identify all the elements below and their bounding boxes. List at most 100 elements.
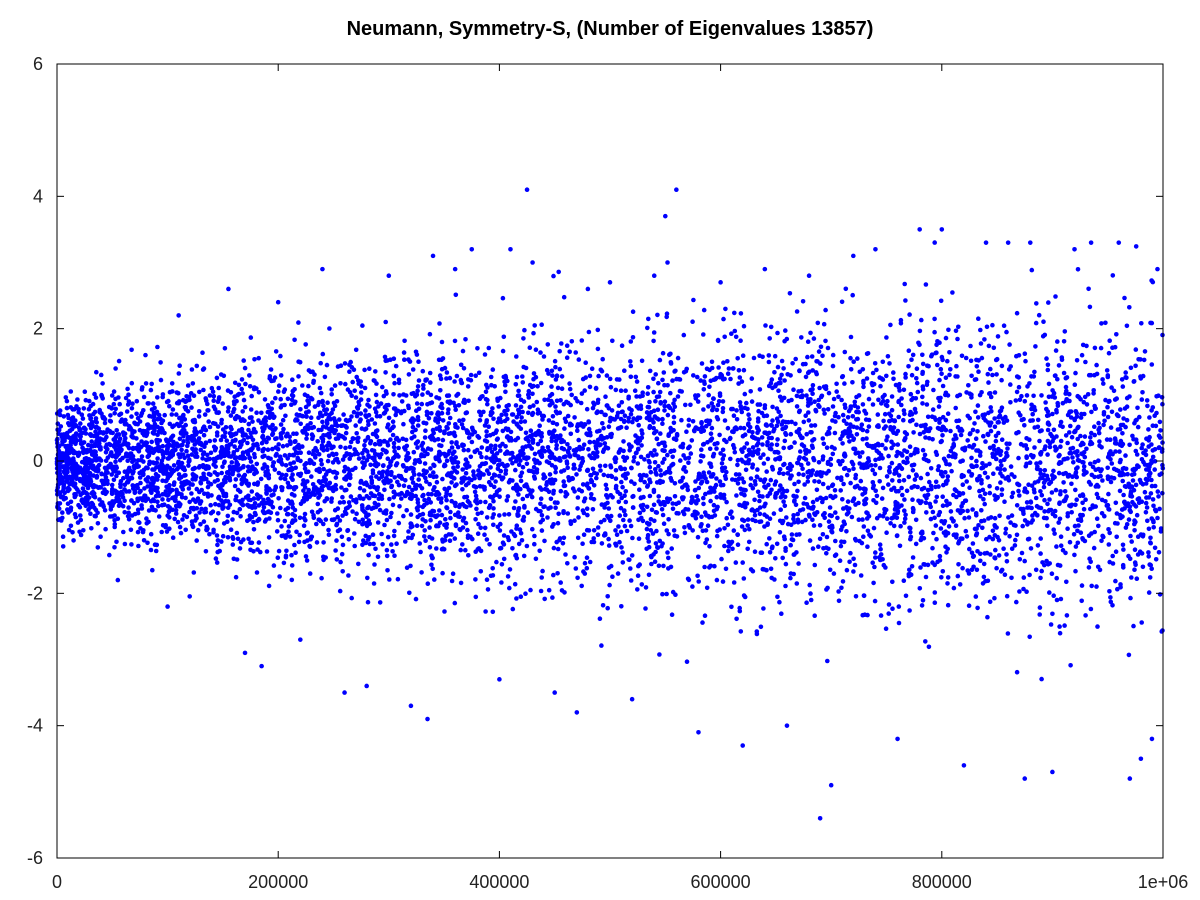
data-point <box>205 484 211 490</box>
data-point <box>214 433 220 438</box>
data-point <box>372 500 378 506</box>
data-point <box>384 449 389 455</box>
data-point <box>437 416 442 422</box>
data-point <box>1039 568 1044 574</box>
data-point <box>886 602 892 607</box>
data-point <box>720 399 726 404</box>
data-point <box>1027 460 1033 466</box>
data-point <box>643 606 648 611</box>
data-point <box>907 608 912 613</box>
data-point <box>542 397 547 403</box>
data-point <box>1134 512 1140 518</box>
data-point <box>273 453 279 458</box>
data-point <box>213 501 218 507</box>
data-point <box>1134 576 1140 581</box>
data-point <box>268 510 274 515</box>
data-point <box>139 506 145 511</box>
data-point <box>501 533 507 538</box>
data-point <box>653 399 658 404</box>
data-point <box>986 343 992 349</box>
data-point <box>643 585 649 590</box>
data-point <box>747 417 752 422</box>
data-point <box>851 497 856 502</box>
data-point <box>263 415 268 420</box>
data-point <box>580 482 586 487</box>
data-point <box>469 439 475 445</box>
data-point <box>300 383 305 388</box>
data-point <box>777 467 783 472</box>
data-point <box>550 595 555 600</box>
data-point <box>177 436 183 442</box>
data-point <box>393 412 399 418</box>
data-point <box>518 478 524 484</box>
data-point <box>453 523 459 529</box>
data-point <box>1075 453 1080 459</box>
data-point <box>902 430 908 435</box>
data-point <box>920 401 925 406</box>
data-point <box>918 565 923 570</box>
data-point <box>237 439 243 445</box>
data-point <box>473 493 479 499</box>
data-point <box>137 475 143 480</box>
data-point <box>266 405 272 410</box>
data-point <box>219 417 224 423</box>
data-point <box>607 376 613 382</box>
data-point <box>1121 416 1126 421</box>
data-point <box>897 381 902 387</box>
data-point <box>863 496 869 502</box>
data-point <box>222 459 227 465</box>
data-point <box>126 505 131 510</box>
data-point <box>1004 552 1009 557</box>
data-point <box>578 400 584 406</box>
data-point <box>1080 537 1086 542</box>
data-point <box>954 418 959 424</box>
data-point <box>563 552 568 557</box>
data-point <box>701 407 706 412</box>
data-point <box>969 373 974 379</box>
data-point <box>734 493 739 498</box>
data-point <box>919 486 925 492</box>
data-point <box>764 469 769 474</box>
data-point <box>1008 464 1014 469</box>
data-point <box>478 569 484 574</box>
data-point <box>803 413 808 419</box>
data-point <box>219 451 224 457</box>
data-point <box>953 523 959 528</box>
data-point <box>923 639 928 644</box>
data-point <box>656 563 662 569</box>
data-point <box>147 459 152 465</box>
data-point <box>1157 419 1163 425</box>
data-point <box>981 561 987 567</box>
data-point <box>902 497 907 502</box>
data-point <box>430 555 435 561</box>
data-point <box>889 516 895 521</box>
data-point <box>420 368 426 374</box>
data-point <box>415 388 420 394</box>
data-point <box>55 444 60 450</box>
data-point <box>435 437 441 442</box>
data-point <box>1034 466 1040 472</box>
data-point <box>947 372 952 378</box>
data-point <box>752 497 757 503</box>
data-point <box>853 594 859 599</box>
data-point <box>380 469 386 475</box>
data-point <box>651 420 656 425</box>
data-point <box>484 420 489 425</box>
data-point <box>322 374 328 380</box>
data-point <box>589 366 595 372</box>
data-point <box>475 531 481 536</box>
data-point <box>908 529 913 535</box>
data-point <box>809 354 815 359</box>
data-point <box>672 397 677 403</box>
data-point <box>1150 279 1156 285</box>
data-point <box>902 411 907 417</box>
data-point <box>370 532 376 537</box>
data-point <box>340 542 346 548</box>
data-point <box>594 475 599 481</box>
data-point <box>66 527 72 533</box>
data-point <box>320 398 325 404</box>
data-point <box>860 402 866 407</box>
data-point <box>894 453 899 459</box>
data-point <box>247 384 253 389</box>
data-point <box>520 380 526 385</box>
